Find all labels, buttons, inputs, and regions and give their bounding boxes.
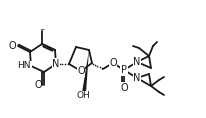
Text: O: O (109, 58, 117, 68)
Text: O: O (34, 80, 42, 90)
Text: N: N (133, 57, 141, 67)
Text: N: N (52, 59, 60, 69)
Text: O: O (8, 41, 16, 51)
Text: ─: ─ (40, 27, 44, 32)
Polygon shape (82, 50, 89, 93)
Text: N: N (133, 73, 141, 83)
Text: O: O (120, 83, 128, 93)
Text: P: P (121, 65, 127, 75)
Text: HN: HN (18, 61, 31, 70)
Text: O: O (77, 66, 85, 76)
Text: OH: OH (76, 91, 90, 101)
